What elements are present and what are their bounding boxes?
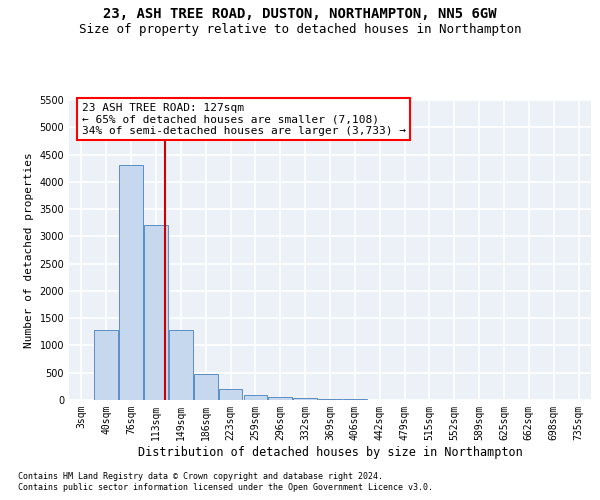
Text: 23 ASH TREE ROAD: 127sqm
← 65% of detached houses are smaller (7,108)
34% of sem: 23 ASH TREE ROAD: 127sqm ← 65% of detach… — [82, 102, 406, 136]
Bar — [293, 398, 317, 400]
Bar — [169, 330, 193, 400]
Text: 23, ASH TREE ROAD, DUSTON, NORTHAMPTON, NN5 6GW: 23, ASH TREE ROAD, DUSTON, NORTHAMPTON, … — [103, 8, 497, 22]
Bar — [244, 394, 267, 400]
Bar — [318, 399, 342, 400]
Bar — [94, 330, 118, 400]
Bar — [119, 166, 143, 400]
Text: Contains public sector information licensed under the Open Government Licence v3: Contains public sector information licen… — [18, 484, 433, 492]
Y-axis label: Number of detached properties: Number of detached properties — [24, 152, 34, 348]
X-axis label: Distribution of detached houses by size in Northampton: Distribution of detached houses by size … — [137, 446, 523, 458]
Bar — [219, 389, 242, 400]
Text: Contains HM Land Registry data © Crown copyright and database right 2024.: Contains HM Land Registry data © Crown c… — [18, 472, 383, 481]
Bar — [194, 374, 218, 400]
Bar — [268, 396, 292, 400]
Text: Size of property relative to detached houses in Northampton: Size of property relative to detached ho… — [79, 22, 521, 36]
Bar — [144, 226, 168, 400]
